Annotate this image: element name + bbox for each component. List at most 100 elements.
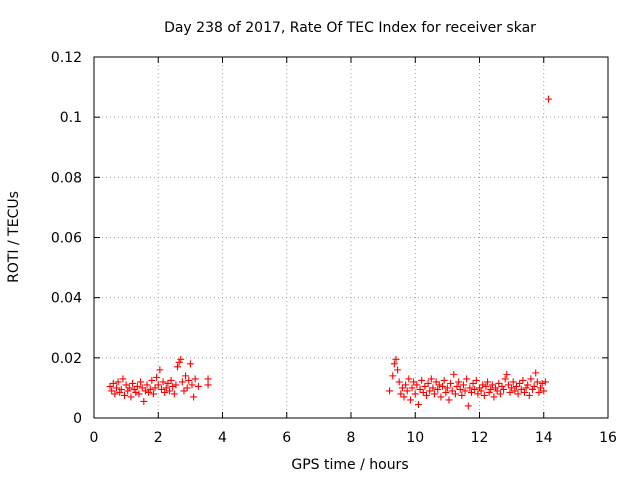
data-point: [432, 378, 440, 386]
data-point: [514, 390, 522, 398]
x-tick-label: 4: [218, 430, 227, 446]
data-point: [394, 366, 402, 374]
data-point: [182, 372, 190, 380]
axis-ticks: [93, 56, 609, 419]
data-point: [461, 387, 469, 395]
data-point: [109, 379, 117, 387]
data-point: [538, 379, 546, 387]
data-point: [180, 387, 188, 395]
data-point: [437, 393, 445, 401]
data-point: [421, 382, 429, 390]
data-point: [520, 388, 528, 396]
data-point: [149, 390, 157, 398]
x-tick-label: 8: [347, 430, 356, 446]
data-point: [517, 385, 525, 393]
data-point: [479, 381, 487, 389]
data-point: [416, 385, 424, 393]
data-point: [386, 387, 394, 395]
data-point: [129, 379, 137, 387]
data-point: [406, 396, 414, 404]
y-tick-label: 0.02: [51, 351, 82, 367]
x-tick-labels: 0 2 4 6 8 10 12 14 16: [90, 430, 617, 446]
y-tick-label: 0: [73, 411, 82, 427]
data-point: [474, 390, 482, 398]
data-point: [157, 385, 165, 393]
data-point: [487, 385, 495, 393]
data-point: [392, 355, 400, 363]
chart-title: Day 238 of 2017, Rate Of TEC Index for r…: [164, 20, 536, 36]
data-point: [146, 385, 154, 393]
data-point: [508, 384, 516, 392]
data-point: [490, 393, 498, 401]
data-point: [511, 387, 519, 395]
data-point: [191, 375, 199, 383]
data-point: [448, 387, 456, 395]
data-point: [167, 376, 175, 384]
data-point: [165, 387, 173, 395]
data-point: [480, 391, 488, 399]
data-point: [148, 376, 156, 384]
data-point: [484, 378, 492, 386]
x-tick-label: 16: [599, 430, 617, 446]
data-point: [174, 363, 182, 371]
data-point: [413, 381, 421, 389]
data-point: [434, 385, 442, 393]
data-point: [443, 384, 451, 392]
data-point: [145, 388, 153, 396]
data-point: [519, 376, 527, 384]
data-point: [154, 381, 162, 389]
data-point: [466, 384, 474, 392]
data-point: [164, 379, 172, 387]
data-point: [488, 381, 496, 389]
data-point: [504, 381, 512, 389]
data-point: [161, 388, 169, 396]
data-point: [525, 391, 533, 399]
y-tick-labels: 0 0.02 0.04 0.06 0.08 0.1 0.12: [51, 50, 82, 427]
data-point: [422, 391, 430, 399]
data-point: [119, 375, 127, 383]
data-point: [527, 375, 535, 383]
data-point: [390, 360, 398, 368]
data-point: [429, 384, 437, 392]
y-tick-label: 0.04: [51, 291, 82, 307]
data-point: [177, 355, 185, 363]
data-point: [545, 95, 553, 103]
data-point: [427, 375, 435, 383]
data-point: [106, 382, 114, 390]
data-point: [419, 388, 427, 396]
data-point: [405, 375, 413, 383]
data-point: [127, 393, 135, 401]
data-point: [185, 376, 193, 384]
data-point: [169, 382, 177, 390]
y-tick-label: 0.08: [51, 170, 82, 186]
data-point: [140, 397, 148, 405]
data-point: [535, 388, 543, 396]
grid-lines: [94, 57, 608, 418]
data-point: [178, 378, 186, 386]
data-point: [498, 382, 506, 390]
data-point: [204, 375, 212, 383]
x-tick-label: 6: [282, 430, 291, 446]
data-point: [137, 378, 145, 386]
data-point: [141, 387, 149, 395]
data-point: [114, 378, 122, 386]
data-point: [116, 388, 124, 396]
data-point: [495, 379, 503, 387]
data-point: [402, 381, 410, 389]
data-point: [133, 382, 141, 390]
data-point: [516, 379, 524, 387]
x-tick-label: 10: [406, 430, 424, 446]
data-point: [414, 400, 422, 408]
data-point: [458, 391, 466, 399]
data-point: [500, 385, 508, 393]
data-point: [492, 384, 500, 392]
data-point: [537, 384, 545, 392]
data-point: [522, 384, 530, 392]
data-point: [204, 381, 212, 389]
data-point: [395, 378, 403, 386]
data-point: [476, 384, 483, 392]
data-point: [435, 381, 443, 389]
data-point: [397, 390, 405, 398]
data-point: [408, 384, 416, 392]
data-point: [477, 387, 485, 395]
